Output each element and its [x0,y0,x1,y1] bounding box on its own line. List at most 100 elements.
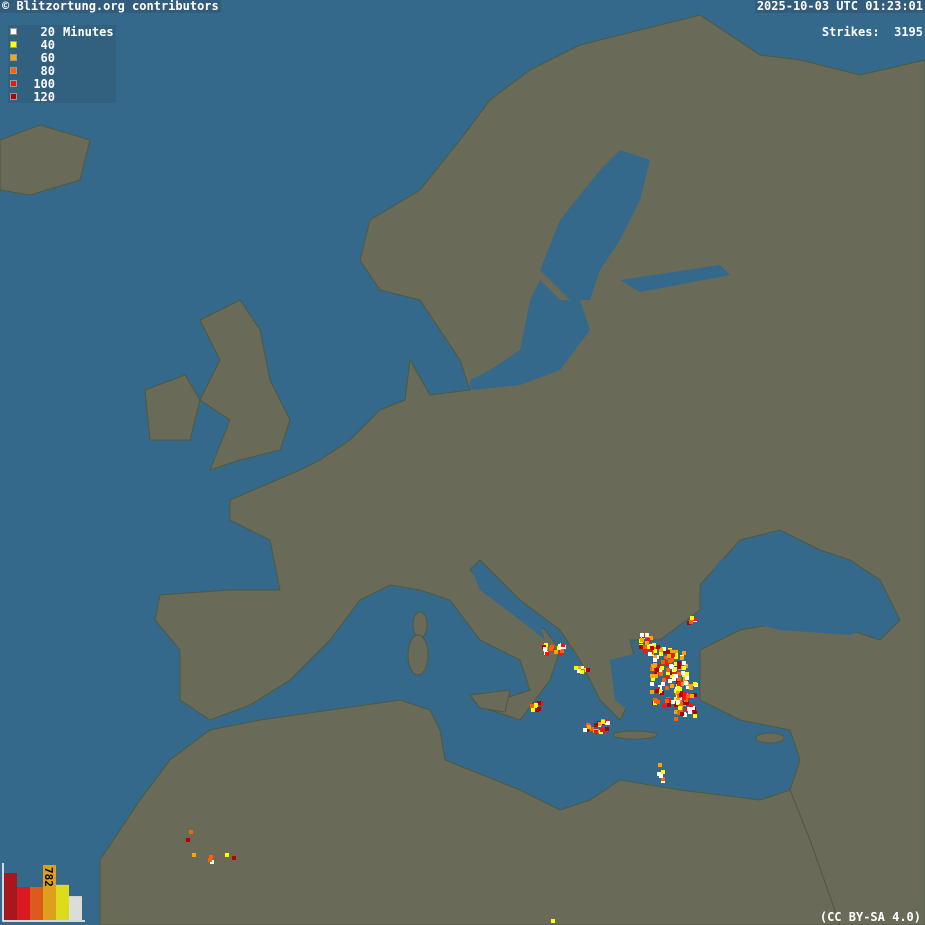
strike-marker [653,663,657,667]
land-sicily [469,689,511,713]
strike-marker [665,699,669,703]
credit-text: © Blitzortung.org contributors [0,0,221,13]
strike-marker [577,669,581,673]
legend-swatch [10,93,17,100]
histogram-axis [2,863,85,922]
legend-value: 40 [40,37,55,52]
legend-value: 60 [40,50,55,65]
strike-marker [662,678,666,682]
strike-marker [577,666,581,670]
strike-marker [666,650,670,654]
strike-marker [554,650,558,654]
strike-marker [673,667,677,671]
strike-marker [654,674,658,678]
land-sardinia [407,634,429,676]
strike-marker [549,647,553,651]
strike-marker [680,682,684,686]
strikes-value: 3195 [894,25,923,39]
strike-marker [650,674,654,678]
strike-marker [606,721,610,725]
strike-marker [580,670,584,674]
legend-value: 80 [40,63,55,78]
strike-marker [661,682,665,686]
strike-marker [680,656,684,660]
strike-marker [594,723,598,727]
strike-marker [209,855,213,859]
strike-marker [640,633,644,637]
legend-swatch [10,80,17,87]
histogram-bar [69,896,82,920]
strike-marker [208,858,212,862]
strike-marker [691,706,695,710]
strike-marker [693,711,697,715]
strike-marker [664,656,668,660]
strike-marker [690,694,694,698]
strike-marker [670,674,674,678]
strike-marker [225,853,229,857]
strike-marker [672,677,676,681]
strike-marker [689,620,693,624]
strike-marker [646,638,650,642]
legend-swatch [10,54,17,61]
strike-marker [543,647,547,651]
strike-marker [648,652,652,656]
strike-marker [680,712,684,716]
strike-marker [682,666,686,670]
strike-marker [682,651,686,655]
strike-marker [665,675,669,679]
strike-marker [683,701,687,705]
strike-marker [232,856,236,860]
strike-marker [653,658,657,662]
strike-marker [658,763,662,767]
strike-marker [531,708,535,712]
land-cyprus [755,732,785,744]
strike-marker [192,853,196,857]
lightning-strikes [186,616,698,923]
strike-marker [693,693,697,697]
seas [470,150,890,720]
strike-marker [671,653,675,657]
strike-marker [679,702,683,706]
strike-marker [655,689,659,693]
histogram-bar [56,884,69,920]
strike-marker [645,633,649,637]
strike-marker [594,730,598,734]
strike-marker [650,646,654,650]
strike-marker [647,645,651,649]
land-corsica [412,611,428,639]
legend-swatch [10,67,17,74]
strike-marker [666,668,670,672]
strike-marker [682,696,686,700]
strike-marker [640,638,644,642]
strike-marker [677,711,681,715]
legend-unit: Minutes [63,24,114,39]
strike-marker [674,717,678,721]
land [0,14,925,925]
strike-marker [677,661,681,665]
sea-bothnia [540,150,650,300]
strike-marker [672,650,676,654]
strike-marker [669,664,673,668]
histogram-bar [17,886,30,920]
legend-item: 20 Minutes [8,24,116,39]
strike-marker [537,701,541,705]
strike-marker [689,703,693,707]
strike-marker [658,689,662,693]
timestamp: 2025-10-03 UTC 01:23:01 [754,0,925,13]
strike-marker [690,616,694,620]
strike-marker [652,643,656,647]
strike-marker [545,652,549,656]
strike-marker [580,666,584,670]
strike-marker [662,704,666,708]
strike-marker [677,672,681,676]
strike-marker [559,652,563,656]
strike-marker [693,714,697,718]
strike-marker [645,641,649,645]
strike-marker [551,919,555,923]
strike-marker [660,666,664,670]
strike-marker [530,704,534,708]
strike-marker [674,710,678,714]
strike-marker [670,684,674,688]
legend-item: 120 [8,90,116,104]
